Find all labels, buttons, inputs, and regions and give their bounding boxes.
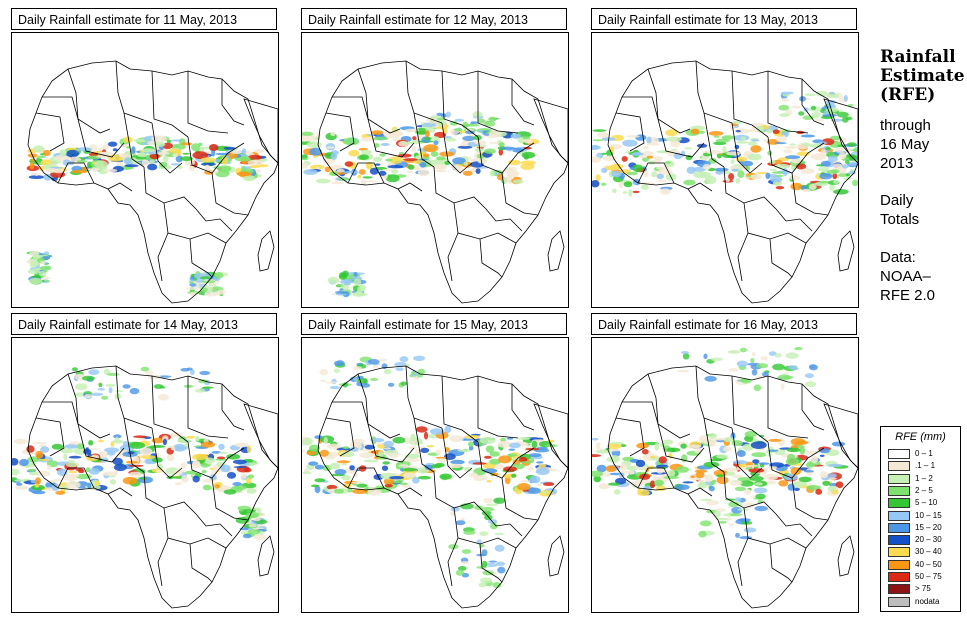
rainfall-map — [11, 337, 279, 613]
data-source-line: NOAA– — [880, 268, 931, 285]
rainfall-pattern — [592, 90, 858, 197]
map-panel-12-may: Daily Rainfall estimate for 12 May, 2013 — [301, 8, 569, 309]
rainfall-map — [591, 337, 859, 613]
map-panel-15-may: Daily Rainfall estimate for 15 May, 2013 — [301, 313, 569, 614]
legend-swatch — [888, 473, 910, 484]
product-title: Rainfall Estimate (RFE) — [880, 48, 965, 105]
rainfall-pattern — [302, 355, 558, 589]
legend-label: 15 – 20 — [915, 522, 942, 532]
rainfall-map — [301, 337, 569, 613]
legend-item: 0 – 1 — [888, 449, 960, 460]
legend-item: > 75 — [888, 584, 960, 595]
legend-swatch — [888, 584, 910, 595]
data-source-line: Data: — [880, 249, 916, 266]
map-panel-14-may: Daily Rainfall estimate for 14 May, 2013 — [11, 313, 279, 614]
country-boundaries — [27, 365, 278, 609]
panel-title: Daily Rainfall estimate for 11 May, 2013 — [11, 8, 277, 30]
legend-swatch — [888, 449, 910, 459]
rainfall-pattern — [302, 111, 540, 298]
totals-line: Totals — [880, 211, 920, 228]
legend-item: 30 – 40 — [888, 547, 960, 558]
map-panel-11-may: Daily Rainfall estimate for 11 May, 2013 — [11, 8, 279, 309]
legend-label: 5 – 10 — [915, 498, 938, 508]
panel-title: Daily Rainfall estimate for 16 May, 2013 — [591, 313, 857, 335]
country-boundaries — [27, 60, 278, 304]
data-source-line: RFE 2.0 — [880, 287, 936, 304]
panel-title: Daily Rainfall estimate for 13 May, 2013 — [591, 8, 857, 30]
data-source-text: Data: NOAA– RFE 2.0 — [880, 248, 965, 305]
legend-label: .1 – 1 — [915, 461, 936, 471]
legend-item: 50 – 75 — [888, 572, 960, 583]
end-date: 16 May — [880, 136, 930, 153]
legend-title: RFE (mm) — [895, 431, 946, 443]
legend-item: 15 – 20 — [888, 522, 960, 534]
legend-item: 5 – 10 — [888, 498, 960, 509]
through-label: through — [880, 117, 931, 134]
legend-item: 40 – 50 — [888, 559, 960, 571]
rainfall-map — [301, 32, 569, 308]
rainfall-map — [11, 32, 279, 308]
rainfall-legend: RFE (mm) 0 – 1 .1 – 1 1 – 2 2 – 5 5 – 10 10 –… — [880, 426, 961, 612]
panel-title: Daily Rainfall estimate for 14 May, 2013 — [11, 313, 277, 335]
map-panel-16-may: Daily Rainfall estimate for 16 May, 2013 — [591, 313, 859, 614]
date-range-text: through 16 May 2013 — [880, 116, 965, 173]
country-boundaries — [607, 365, 858, 609]
legend-swatch — [888, 535, 910, 546]
product-title-line: Estimate — [880, 66, 965, 86]
panel-title: Daily Rainfall estimate for 15 May, 2013 — [301, 313, 567, 335]
panel-title: Daily Rainfall estimate for 12 May, 2013 — [301, 8, 567, 30]
legend-swatch — [888, 572, 910, 582]
legend-label: 30 – 40 — [915, 547, 942, 557]
totals-line: Daily — [880, 192, 914, 209]
legend-item: 20 – 30 — [888, 535, 960, 546]
legend-swatch — [888, 461, 910, 472]
legend-swatch — [888, 510, 910, 521]
rainfall-pattern — [12, 366, 268, 540]
country-boundaries — [317, 365, 568, 609]
legend-swatch — [888, 485, 910, 496]
legend-label: 1 – 2 — [915, 473, 933, 483]
legend-label: nodata — [915, 596, 940, 606]
legend-label: 2 – 5 — [915, 485, 933, 495]
product-title-line: Rainfall — [880, 47, 956, 67]
legend-item: 1 – 2 — [888, 473, 960, 485]
legend-item: nodata — [888, 596, 960, 608]
rainfall-pattern — [592, 347, 849, 540]
map-panel-13-may: Daily Rainfall estimate for 13 May, 2013 — [591, 8, 859, 309]
legend-label: 0 – 1 — [915, 449, 933, 458]
legend-swatch — [888, 596, 910, 607]
legend-swatch — [888, 547, 910, 558]
legend-item: 2 – 5 — [888, 485, 960, 497]
country-boundaries — [317, 60, 568, 304]
end-year: 2013 — [880, 155, 914, 172]
legend-swatch — [888, 522, 910, 533]
legend-swatch — [888, 498, 910, 509]
country-boundaries — [607, 60, 858, 304]
legend-label: > 75 — [915, 584, 931, 594]
legend-label: 20 – 30 — [915, 535, 942, 545]
legend-item: 10 – 15 — [888, 510, 960, 522]
legend-label: 40 – 50 — [915, 559, 942, 569]
product-title-line: (RFE) — [880, 85, 936, 105]
legend-label: 10 – 15 — [915, 510, 942, 520]
rainfall-map — [591, 32, 859, 308]
legend-item: .1 – 1 — [888, 461, 960, 472]
totals-text: Daily Totals — [880, 191, 965, 229]
rainfall-pattern — [26, 135, 269, 297]
legend-label: 50 – 75 — [915, 572, 942, 581]
legend-swatch — [888, 559, 910, 570]
